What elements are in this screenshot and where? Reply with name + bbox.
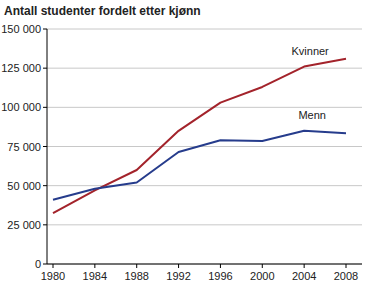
x-tick-label: 2000 (250, 270, 274, 282)
x-axis (47, 264, 362, 265)
x-tick-label: 2008 (334, 270, 358, 282)
grid-line (47, 68, 362, 69)
x-tick (304, 264, 305, 268)
y-tick-label: 50 000 (7, 180, 41, 192)
series-line (53, 59, 346, 213)
x-tick (262, 264, 263, 268)
x-tick (220, 264, 221, 268)
x-tick-label: 1988 (124, 270, 148, 282)
x-tick (346, 264, 347, 268)
y-tick-label: 0 (35, 258, 41, 270)
x-tick (53, 264, 54, 268)
y-tick-label: 100 000 (1, 101, 41, 113)
y-axis (47, 29, 48, 264)
y-tick-label: 75 000 (7, 141, 41, 153)
x-tick-label: 2004 (292, 270, 316, 282)
title: Antall studenter fordelt etter kjønn (4, 4, 201, 18)
grid-line (47, 107, 362, 108)
series-label: Kvinner (291, 45, 329, 57)
series-line (53, 131, 346, 200)
x-tick-label: 1984 (83, 270, 107, 282)
grid-line (47, 146, 362, 147)
y-tick-label: 25 000 (7, 219, 41, 231)
grid-line (47, 264, 362, 265)
chart: Antall studenter fordelt etter kjønn 0 25 … (0, 0, 369, 292)
x-tick-label: 1980 (41, 270, 65, 282)
grid-line (47, 29, 362, 30)
grid-line (47, 185, 362, 186)
y-tick (43, 29, 47, 30)
y-tick (43, 68, 47, 69)
y-tick (43, 224, 47, 225)
y-tick (43, 264, 47, 265)
y-tick-label: 125 000 (1, 62, 41, 74)
x-tick (136, 264, 137, 268)
grid-line (47, 224, 362, 225)
x-tick-label: 1996 (208, 270, 232, 282)
y-tick (43, 107, 47, 108)
y-tick (43, 146, 47, 147)
y-tick-label: 150 000 (1, 23, 41, 35)
lines (53, 59, 346, 213)
x-tick (178, 264, 179, 268)
x-tick-label: 1992 (166, 270, 190, 282)
y-tick (43, 185, 47, 186)
x-tick (94, 264, 95, 268)
series-label: Menn (298, 109, 326, 121)
